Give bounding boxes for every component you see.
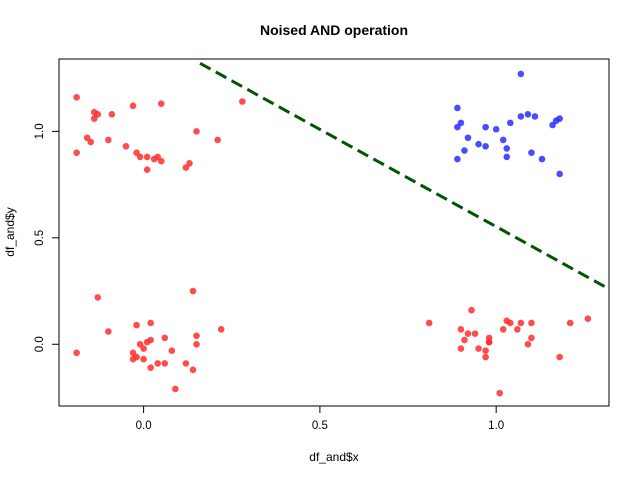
red-data-point xyxy=(214,136,221,144)
red-data-point xyxy=(147,319,154,327)
red-data-point xyxy=(566,319,574,327)
red-data-point xyxy=(528,334,535,342)
red-data-point xyxy=(133,353,140,361)
red-data-point xyxy=(136,153,144,161)
red-data-point xyxy=(105,328,112,335)
red-data-point xyxy=(193,340,200,348)
y-tick-label: 0.5 xyxy=(34,230,46,246)
red-data-point xyxy=(143,153,151,161)
red-data-point xyxy=(147,364,154,371)
red-data-point xyxy=(425,319,433,327)
blue-data-point xyxy=(524,111,532,118)
blue-data-point xyxy=(503,145,511,152)
blue-data-point xyxy=(482,142,489,150)
red-data-point xyxy=(475,345,482,352)
red-data-point xyxy=(73,149,80,156)
red-data-point xyxy=(122,142,130,150)
red-data-point xyxy=(189,366,197,374)
red-data-point xyxy=(461,336,468,344)
red-data-point xyxy=(482,347,489,354)
red-data-point xyxy=(94,294,102,301)
blue-data-point xyxy=(454,123,461,131)
blue-data-point xyxy=(506,119,514,127)
red-data-point xyxy=(157,100,165,108)
blue-data-point xyxy=(531,113,539,120)
blue-data-point xyxy=(461,147,468,154)
x-tick-label: 0.0 xyxy=(136,420,152,432)
red-data-point xyxy=(524,340,532,348)
red-data-point xyxy=(528,319,535,327)
blue-data-point xyxy=(454,104,461,112)
red-data-point xyxy=(584,315,592,323)
red-data-point xyxy=(471,330,479,337)
plot-frame xyxy=(58,58,610,407)
red-data-point xyxy=(157,157,165,165)
x-axis-label: df_and$x xyxy=(309,450,358,464)
blue-data-point xyxy=(528,149,535,156)
red-data-point xyxy=(147,336,154,344)
blue-data-point xyxy=(475,140,482,148)
blue-data-point xyxy=(454,155,461,163)
red-data-point xyxy=(90,115,98,122)
red-data-point xyxy=(239,98,246,105)
red-data-point xyxy=(193,128,200,135)
red-data-point xyxy=(172,385,179,393)
red-data-point xyxy=(108,111,116,118)
points-layer xyxy=(73,70,592,397)
red-data-point xyxy=(485,338,493,346)
blue-data-point xyxy=(499,136,507,144)
red-data-point xyxy=(105,136,112,144)
red-data-point xyxy=(482,353,489,361)
red-data-point xyxy=(457,326,465,333)
blue-data-point xyxy=(503,153,511,161)
red-data-point xyxy=(161,360,169,367)
red-data-point xyxy=(517,319,525,327)
red-data-point xyxy=(506,319,514,327)
red-data-point xyxy=(499,326,507,333)
red-data-point xyxy=(182,164,190,171)
red-data-point xyxy=(217,326,225,333)
y-axis-label: df_and$y xyxy=(3,207,17,256)
red-data-point xyxy=(140,345,147,352)
blue-data-point xyxy=(464,134,472,142)
y-axis: 0.0 0.5 1.0 xyxy=(34,123,60,352)
red-data-point xyxy=(193,332,200,340)
red-data-point xyxy=(168,347,176,354)
x-tick-label: 0.5 xyxy=(312,420,328,432)
boundary-line-layer xyxy=(199,61,609,291)
red-data-point xyxy=(457,345,465,352)
blue-data-point xyxy=(482,123,489,131)
red-data-point xyxy=(87,138,95,146)
x-axis: 0.0 0.5 1.0 xyxy=(136,405,504,432)
red-data-point xyxy=(154,360,162,367)
blue-data-point xyxy=(517,70,525,78)
x-tick-label: 1.0 xyxy=(488,420,504,432)
red-data-point xyxy=(496,389,504,397)
red-data-point xyxy=(464,330,472,337)
red-data-point xyxy=(133,321,140,329)
blue-data-point xyxy=(517,113,525,120)
red-data-point xyxy=(73,349,80,357)
red-data-point xyxy=(189,287,197,295)
red-data-point xyxy=(143,166,151,173)
red-data-point xyxy=(73,94,80,101)
red-data-point xyxy=(514,326,521,333)
y-tick-label: 0.0 xyxy=(34,336,46,352)
blue-data-point xyxy=(538,155,546,163)
blue-data-point xyxy=(492,125,500,133)
blue-data-point xyxy=(556,115,563,122)
red-data-point xyxy=(468,306,475,314)
y-tick-label: 1.0 xyxy=(34,123,46,139)
red-data-point xyxy=(161,334,169,342)
chart-title: Noised AND operation xyxy=(260,22,408,38)
red-data-point xyxy=(182,360,190,367)
decision-boundary-line xyxy=(199,61,609,291)
red-data-point xyxy=(556,353,563,361)
red-data-point xyxy=(129,102,137,110)
red-data-point xyxy=(140,355,147,363)
blue-data-point xyxy=(556,170,563,178)
